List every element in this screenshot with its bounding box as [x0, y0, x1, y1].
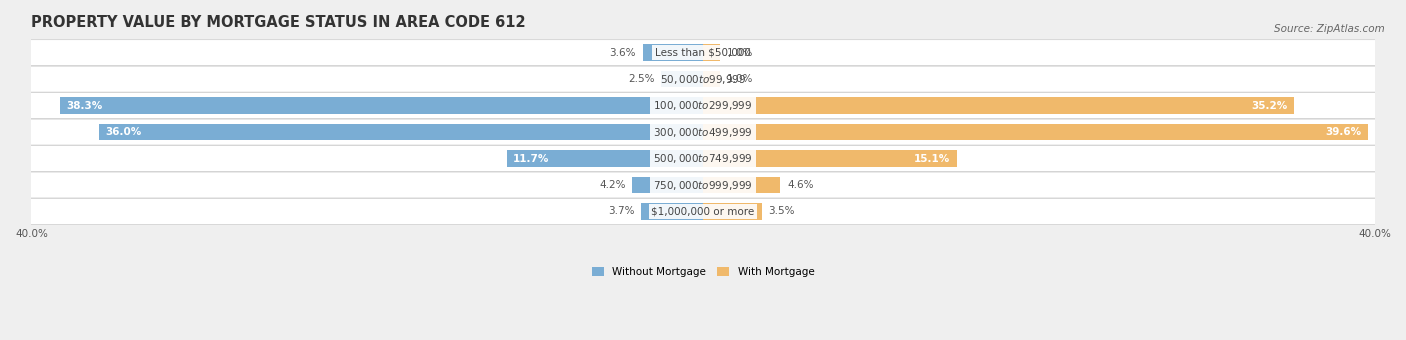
Text: 15.1%: 15.1% [914, 154, 950, 164]
Text: $50,000 to $99,999: $50,000 to $99,999 [659, 73, 747, 86]
Bar [60, 97, 703, 114]
FancyBboxPatch shape [28, 92, 1378, 119]
Bar [643, 45, 703, 61]
FancyBboxPatch shape [28, 146, 1378, 171]
Text: 2.5%: 2.5% [628, 74, 654, 84]
Bar [633, 177, 703, 193]
Text: 1.0%: 1.0% [727, 74, 752, 84]
Text: $1,000,000 or more: $1,000,000 or more [651, 206, 755, 217]
Bar [641, 203, 703, 220]
Text: $750,000 to $999,999: $750,000 to $999,999 [654, 178, 752, 191]
Text: $500,000 to $749,999: $500,000 to $749,999 [654, 152, 752, 165]
Text: 4.6%: 4.6% [787, 180, 814, 190]
Legend: Without Mortgage, With Mortgage: Without Mortgage, With Mortgage [588, 262, 818, 281]
Bar [703, 97, 1294, 114]
Text: 39.6%: 39.6% [1324, 127, 1361, 137]
Bar [703, 150, 956, 167]
Text: 3.5%: 3.5% [769, 206, 794, 217]
Text: Source: ZipAtlas.com: Source: ZipAtlas.com [1274, 24, 1385, 34]
Bar [506, 150, 703, 167]
FancyBboxPatch shape [28, 119, 1378, 145]
Bar [703, 203, 762, 220]
Bar [661, 71, 703, 87]
Bar [703, 71, 720, 87]
FancyBboxPatch shape [28, 199, 1378, 224]
Text: 35.2%: 35.2% [1251, 101, 1288, 111]
Text: 36.0%: 36.0% [105, 127, 142, 137]
FancyBboxPatch shape [28, 172, 1378, 198]
Text: 38.3%: 38.3% [66, 101, 103, 111]
Text: 3.6%: 3.6% [609, 48, 636, 58]
Text: Less than $50,000: Less than $50,000 [655, 48, 751, 58]
Text: $100,000 to $299,999: $100,000 to $299,999 [654, 99, 752, 112]
FancyBboxPatch shape [28, 40, 1378, 66]
Bar [703, 177, 780, 193]
Text: PROPERTY VALUE BY MORTGAGE STATUS IN AREA CODE 612: PROPERTY VALUE BY MORTGAGE STATUS IN ARE… [31, 15, 526, 30]
Bar [703, 45, 720, 61]
Text: 1.0%: 1.0% [727, 48, 752, 58]
Bar [98, 124, 703, 140]
Text: 3.7%: 3.7% [607, 206, 634, 217]
Bar [703, 124, 1368, 140]
Text: $300,000 to $499,999: $300,000 to $499,999 [654, 125, 752, 139]
Text: 4.2%: 4.2% [599, 180, 626, 190]
Text: 11.7%: 11.7% [513, 154, 550, 164]
FancyBboxPatch shape [28, 66, 1378, 92]
